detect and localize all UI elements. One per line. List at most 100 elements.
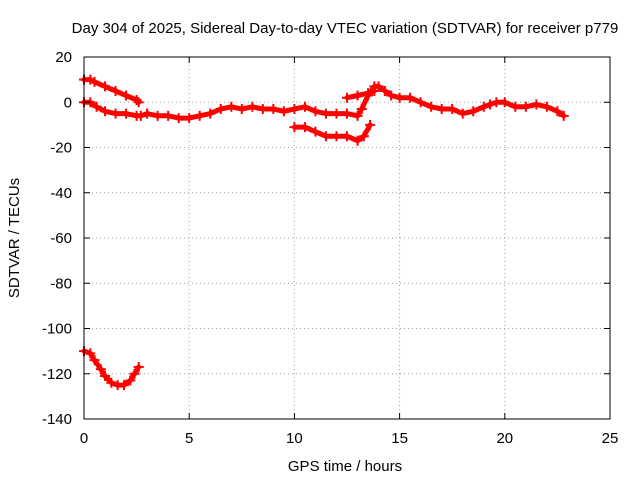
data-point <box>426 101 437 112</box>
x-tick-label: 20 <box>496 430 513 447</box>
y-tick-label: 20 <box>55 49 72 66</box>
data-point <box>365 119 376 130</box>
y-tick-label: -80 <box>50 275 72 292</box>
data-point <box>205 108 216 119</box>
data-point <box>468 106 479 117</box>
data-point <box>386 90 397 101</box>
data-point <box>268 104 279 115</box>
y-tick-label: -120 <box>42 366 72 383</box>
data-point <box>447 104 458 115</box>
data-point <box>152 110 163 121</box>
data-point <box>331 131 342 142</box>
data-point <box>510 101 521 112</box>
data-point <box>394 92 405 103</box>
data-point <box>352 135 363 146</box>
data-point <box>100 106 111 117</box>
data-point <box>299 122 310 133</box>
data-point <box>91 101 102 112</box>
x-axis-label: GPS time / hours <box>288 458 402 475</box>
x-tick-label: 15 <box>391 430 408 447</box>
data-point <box>100 371 111 382</box>
data-point <box>436 104 447 115</box>
data-point <box>131 94 142 105</box>
data-point <box>247 101 258 112</box>
data-point <box>125 375 136 386</box>
data-point <box>129 368 140 379</box>
data-point <box>352 90 363 101</box>
data-point <box>89 355 100 366</box>
data-point <box>379 85 390 96</box>
y-tick-label: 0 <box>64 94 72 111</box>
data-point <box>110 85 121 96</box>
data-point <box>163 110 174 121</box>
data-point <box>331 108 342 119</box>
data-point <box>299 101 310 112</box>
data-point <box>106 377 117 388</box>
data-point <box>457 108 468 119</box>
data-point <box>363 88 374 99</box>
data-point <box>278 106 289 117</box>
y-tick-label: -140 <box>42 411 72 428</box>
data-point <box>415 97 426 108</box>
data-point <box>133 361 144 372</box>
series-track-bottom-left <box>79 346 144 391</box>
data-point <box>100 81 111 92</box>
data-point <box>342 108 352 119</box>
data-point <box>121 108 132 119</box>
x-tick-label: 10 <box>286 430 303 447</box>
data-point <box>121 90 132 101</box>
data-point <box>369 85 380 96</box>
data-point <box>142 108 153 119</box>
data-point <box>342 131 352 142</box>
data-point <box>358 131 369 142</box>
series-track-rise <box>342 85 380 103</box>
y-tick-label: -60 <box>50 230 72 247</box>
data-point <box>558 110 569 121</box>
y-tick-label: -40 <box>50 185 72 202</box>
data-point <box>310 126 321 137</box>
x-tick-label: 25 <box>602 430 619 447</box>
data-point <box>485 99 496 110</box>
y-axis-label: SDTVAR / TECUs <box>6 178 23 298</box>
data-point <box>352 110 363 121</box>
data-point <box>89 76 100 87</box>
data-point <box>184 113 195 124</box>
data-point <box>356 104 367 115</box>
data-point <box>520 101 531 112</box>
data-point <box>85 348 96 359</box>
series-track <box>344 88 377 101</box>
data-point <box>499 97 510 108</box>
data-point <box>491 97 502 108</box>
data-point <box>118 380 129 391</box>
y-tick-label: -100 <box>42 321 72 338</box>
y-tick-label: -20 <box>50 140 72 157</box>
data-point <box>110 108 121 119</box>
data-point <box>257 104 268 115</box>
data-point <box>289 122 300 133</box>
data-point <box>531 99 542 110</box>
data-point <box>194 110 205 121</box>
chart-title: Day 304 of 2025, Sidereal Day-to-day VTE… <box>72 20 619 37</box>
data-point <box>310 106 321 117</box>
data-point <box>478 101 489 112</box>
data-point <box>215 104 226 115</box>
series-track-main <box>79 81 569 124</box>
series-track-lower-middle <box>289 119 376 146</box>
axis-ticks: 0 5 10 15 20 25 -140 -120 -100 -80 -60 -40 -20 0 20 <box>42 49 618 447</box>
data-series <box>79 74 569 391</box>
x-tick-label: 5 <box>185 430 193 447</box>
data-point <box>552 106 563 117</box>
data-point <box>173 113 184 124</box>
x-tick-label: 0 <box>80 430 88 447</box>
data-point <box>320 131 331 142</box>
data-point <box>320 108 331 119</box>
data-point <box>133 97 144 108</box>
data-point <box>135 110 146 121</box>
data-point <box>236 104 247 115</box>
data-point <box>226 101 237 112</box>
data-point <box>289 104 300 115</box>
data-point <box>342 92 352 103</box>
data-point <box>541 101 552 112</box>
data-point <box>95 364 106 375</box>
